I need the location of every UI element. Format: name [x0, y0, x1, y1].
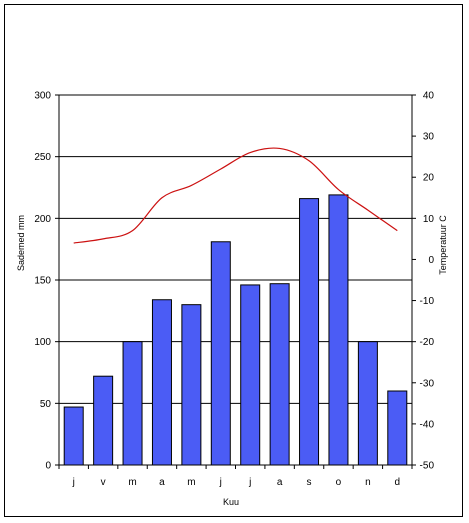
y2-tick-label: 10 [423, 214, 435, 225]
bar [181, 304, 202, 466]
x-tick-label: m [128, 477, 136, 488]
x-tick-label: a [277, 477, 283, 488]
x-tick-label: d [395, 477, 401, 488]
temperature-series [73, 147, 398, 244]
y-tick-label: 50 [40, 399, 52, 410]
y-tick-label: 0 [45, 461, 51, 472]
y-tick-label: 200 [34, 214, 51, 225]
temperature-line [73, 147, 398, 244]
x-tick-label: j [248, 477, 251, 488]
y2-tick-label: -20 [420, 337, 435, 348]
x-tick-label: v [101, 477, 106, 488]
x-tick-label: o [336, 477, 342, 488]
bar [299, 198, 320, 466]
bars [63, 194, 408, 466]
x-tick-label: a [159, 477, 165, 488]
y-tick-label: 150 [34, 276, 51, 287]
y2-tick-label: 20 [423, 173, 435, 184]
bar [63, 406, 84, 466]
x-axis-label: Kuu [223, 497, 239, 507]
y2-tick-label: 0 [428, 255, 434, 266]
y2-tick-label: -10 [420, 296, 435, 307]
y2-axis-label: Temperatuur C [438, 215, 448, 275]
y2-tick-labels: -50 -40 -30 -20 -10 0 10 20 30 40 [420, 91, 435, 472]
axes [55, 94, 416, 469]
y-tick-label: 250 [34, 152, 51, 163]
bar [210, 241, 231, 466]
y2-tick-label: -40 [420, 419, 435, 430]
y2-tick-label: 30 [423, 132, 435, 143]
y-tick-label: 300 [34, 91, 51, 102]
y-tick-labels: 0 50 100 150 200 250 300 [34, 91, 51, 472]
x-tick-label: j [219, 477, 222, 488]
y2-tick-label: -50 [420, 461, 435, 472]
gridlines [59, 94, 412, 404]
x-tick-label: m [187, 477, 195, 488]
x-tick-label: n [365, 477, 371, 488]
bar [151, 299, 172, 466]
bar [269, 283, 290, 466]
bar [122, 341, 143, 466]
bar [357, 341, 378, 466]
y2-tick-label: 40 [423, 91, 435, 102]
bar [387, 390, 408, 466]
bar [240, 284, 261, 466]
y-axis-label: Sademed mm [16, 215, 26, 271]
y2-tick-label: -30 [420, 378, 435, 389]
y-tick-label: 100 [34, 337, 51, 348]
bar [93, 375, 114, 466]
x-tick-label: j [72, 477, 75, 488]
x-tick-label: s [307, 477, 312, 488]
bar [328, 194, 349, 466]
